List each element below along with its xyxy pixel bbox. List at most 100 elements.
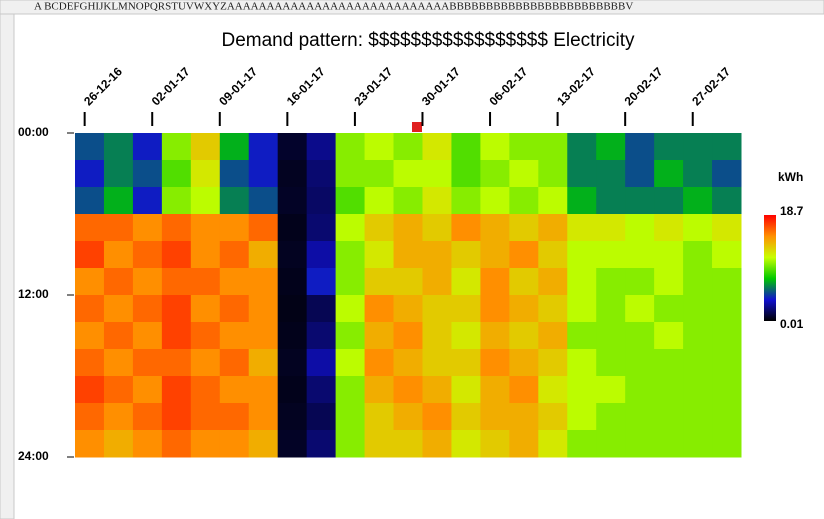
heat-cell [161, 133, 192, 161]
heat-cell [393, 214, 423, 242]
heat-cell [306, 241, 337, 269]
heat-cell [364, 349, 395, 377]
x-tick-label: 16-01-17 [284, 64, 328, 108]
heat-cell [248, 349, 279, 377]
heat-cell [654, 241, 684, 269]
heat-cell [393, 241, 423, 269]
heat-cell [219, 187, 250, 215]
heat-cell [712, 376, 742, 404]
heat-cell [422, 268, 452, 296]
heat-cell [190, 214, 221, 242]
heat-cell [654, 403, 684, 431]
heat-cell [596, 268, 626, 296]
heat-cell [277, 268, 308, 296]
heat-cell [364, 214, 395, 242]
heat-cell [219, 430, 250, 458]
row-header-strip [0, 13, 15, 519]
heat-cell [393, 187, 423, 215]
heat-cell [248, 214, 279, 242]
heat-cell [248, 133, 279, 161]
heat-cell [132, 268, 163, 296]
heat-cell [277, 241, 308, 269]
heat-cell [75, 403, 105, 431]
heat-cell [393, 268, 423, 296]
heat-cell [277, 160, 308, 188]
heat-cell [335, 376, 366, 404]
heat-cell [683, 160, 713, 188]
heat-cell [683, 403, 713, 431]
heat-cell [335, 160, 366, 188]
heat-cell [480, 430, 510, 458]
heat-cell [103, 214, 134, 242]
colorbar-tick-label: 18.7 [780, 204, 804, 218]
heat-cell [161, 430, 192, 458]
heat-cell [654, 160, 684, 188]
x-tick-label: 02-01-17 [149, 64, 193, 108]
heat-cell [712, 268, 742, 296]
heat-cell [306, 430, 337, 458]
heat-cell [422, 214, 452, 242]
heat-cell [306, 268, 337, 296]
heat-cell [480, 349, 510, 377]
heat-cell [712, 295, 742, 323]
heat-cell [190, 322, 221, 350]
heat-cell [451, 133, 481, 161]
heat-cell [335, 349, 366, 377]
heat-cell [103, 187, 134, 215]
heat-cell [422, 430, 452, 458]
heat-cell [248, 268, 279, 296]
heat-cell [509, 322, 539, 350]
heat-cell [654, 133, 684, 161]
heat-cell [567, 187, 597, 215]
heat-cell [451, 187, 481, 215]
heat-cell [683, 268, 713, 296]
heat-cell [567, 403, 597, 431]
heat-cell [132, 133, 163, 161]
heat-cell [248, 241, 279, 269]
heat-cell [712, 349, 742, 377]
heat-cell [103, 349, 134, 377]
heat-cell [683, 322, 713, 350]
heat-cell [567, 241, 597, 269]
heat-cell [132, 349, 163, 377]
heat-cell [451, 295, 481, 323]
heat-cell [480, 376, 510, 404]
heat-cell [567, 268, 597, 296]
heat-cell [654, 187, 684, 215]
heat-cell [248, 403, 279, 431]
heat-cell [335, 430, 366, 458]
heat-cell [161, 295, 192, 323]
heat-cell [480, 187, 510, 215]
heat-cell [654, 376, 684, 404]
heat-cell [75, 133, 105, 161]
heat-cell [567, 160, 597, 188]
heat-cell [364, 430, 395, 458]
chart-title: Demand pattern: $$$$$$$$$$$$$$$$$ Electr… [221, 30, 635, 51]
heat-cell [335, 322, 366, 350]
heat-cell [364, 403, 395, 431]
heat-cell [248, 430, 279, 458]
heat-cell [625, 187, 655, 215]
heat-cell [75, 295, 105, 323]
heat-cell [509, 133, 539, 161]
heat-cell [393, 403, 423, 431]
heat-cell [538, 349, 568, 377]
heat-cell [103, 133, 134, 161]
heat-cell [190, 133, 221, 161]
heat-cell [219, 268, 250, 296]
heat-cell [451, 430, 481, 458]
heat-cell [596, 133, 626, 161]
heat-cell [596, 214, 626, 242]
heat-cell [219, 160, 250, 188]
heat-cell [596, 376, 626, 404]
heat-cell [625, 241, 655, 269]
heat-cell [451, 322, 481, 350]
heat-cell [132, 322, 163, 350]
heat-cell [103, 403, 134, 431]
heat-cell [538, 187, 568, 215]
heat-cell [75, 187, 105, 215]
heat-cell [103, 322, 134, 350]
heat-cell [219, 214, 250, 242]
heat-cell [75, 241, 105, 269]
heat-cell [190, 268, 221, 296]
